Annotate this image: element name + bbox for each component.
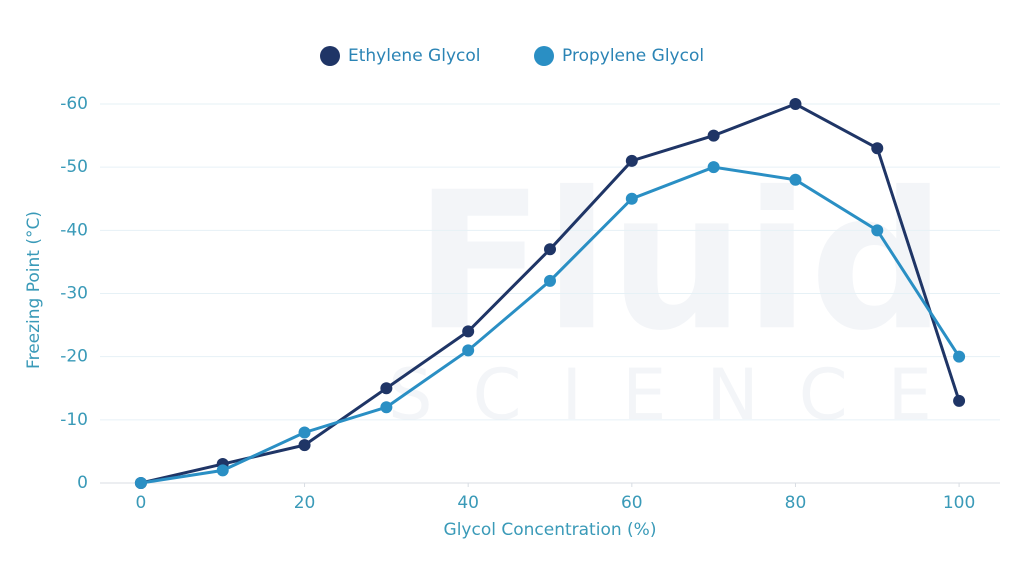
data-point — [380, 382, 393, 395]
y-tick-label: -60 — [60, 94, 88, 114]
data-point — [871, 142, 884, 155]
data-point — [216, 464, 229, 477]
legend-marker — [320, 46, 340, 66]
y-tick-label: -10 — [60, 410, 88, 430]
data-point — [625, 154, 638, 167]
data-point — [789, 98, 802, 110]
x-tick-label: 0 — [135, 493, 146, 513]
x-tick-label: 80 — [785, 493, 807, 513]
y-tick-label: 0 — [77, 473, 88, 493]
x-tick-label: 40 — [457, 493, 479, 513]
y-tick-label: -30 — [60, 284, 88, 304]
watermark: Fluid — [414, 151, 945, 372]
data-point — [789, 173, 802, 186]
data-point — [462, 344, 475, 357]
data-point — [298, 426, 311, 439]
data-point — [707, 129, 720, 142]
x-tick-label: 100 — [943, 493, 975, 513]
data-point — [707, 161, 720, 174]
watermark: SCIENCE — [388, 354, 972, 436]
data-point — [953, 394, 966, 407]
y-axis-label: Freezing Point (°C) — [24, 211, 44, 369]
data-point — [625, 192, 638, 205]
legend-marker — [534, 46, 554, 66]
data-point — [380, 401, 393, 414]
legend-label: Propylene Glycol — [562, 46, 704, 66]
legend-label: Ethylene Glycol — [348, 46, 481, 66]
data-point — [544, 243, 556, 256]
x-tick-label: 20 — [294, 493, 316, 513]
data-point — [134, 477, 147, 489]
data-point — [298, 439, 311, 452]
data-point — [953, 350, 966, 363]
y-tick-label: -50 — [60, 157, 88, 177]
y-tick-label: -20 — [60, 347, 88, 367]
data-point — [544, 274, 556, 287]
data-point — [871, 224, 884, 237]
x-tick-label: 60 — [621, 493, 643, 513]
data-point — [462, 325, 475, 338]
x-axis-label: Glycol Concentration (%) — [444, 520, 657, 540]
y-tick-label: -40 — [60, 220, 88, 240]
